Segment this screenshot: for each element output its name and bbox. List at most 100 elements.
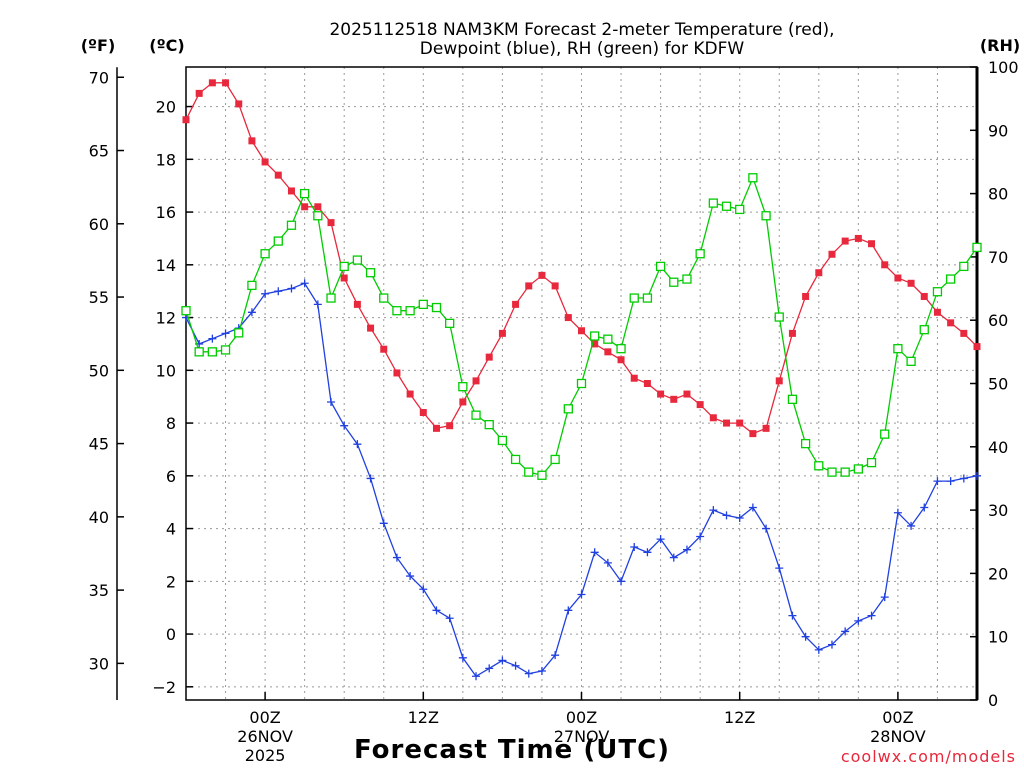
- data-point: [220, 345, 231, 355]
- data-point: [643, 548, 652, 557]
- data-point: [642, 293, 653, 303]
- rh-tick-label: 90: [988, 121, 1008, 140]
- rh-unit-label: (RH): [980, 36, 1020, 55]
- data-point: [945, 274, 956, 284]
- data-point: [775, 564, 784, 573]
- data-point: [946, 477, 955, 486]
- data-point: [208, 79, 216, 87]
- data-point: [313, 211, 323, 221]
- data-point: [840, 467, 850, 477]
- data-point: [880, 593, 889, 602]
- data-point: [959, 261, 969, 272]
- x-tick-label-date: 26NOV: [237, 727, 293, 746]
- data-point: [512, 300, 520, 308]
- data-point: [380, 345, 388, 353]
- x-tick-label-date: 28NOV: [870, 727, 926, 746]
- data-point: [287, 187, 295, 195]
- data-point: [708, 198, 718, 208]
- data-point: [696, 532, 705, 541]
- data-point: [510, 454, 521, 465]
- fahrenheit-tick-label: 60: [89, 215, 109, 234]
- data-point: [973, 343, 981, 351]
- data-point: [907, 521, 916, 530]
- series-layer: [181, 79, 982, 681]
- data-point: [419, 409, 427, 417]
- fahrenheit-tick-label: 70: [89, 68, 109, 87]
- data-point: [854, 234, 862, 242]
- data-point: [485, 664, 494, 673]
- data-point: [497, 435, 508, 446]
- data-point: [181, 306, 191, 316]
- data-point: [524, 669, 533, 678]
- data-point: [920, 292, 928, 300]
- data-point: [379, 293, 389, 303]
- rh-tick-label: 30: [988, 501, 1008, 520]
- data-point: [564, 314, 572, 322]
- x-tick-label-time: 00Z: [882, 708, 913, 727]
- celsius-unit-label: (ºC): [149, 36, 184, 55]
- data-point: [736, 419, 744, 427]
- data-point: [379, 519, 388, 528]
- data-point: [683, 390, 691, 398]
- data-point: [352, 255, 363, 265]
- data-point: [208, 334, 217, 343]
- data-point: [815, 269, 823, 277]
- data-point: [445, 318, 455, 329]
- data-point: [458, 653, 467, 662]
- data-point: [406, 390, 414, 398]
- x-tick-label-date: 27NOV: [554, 727, 610, 746]
- data-point: [868, 240, 876, 248]
- rh-tick-label: 40: [988, 438, 1008, 457]
- x-tick-label-time: 12Z: [408, 708, 439, 727]
- data-point: [182, 116, 190, 124]
- data-point: [432, 424, 440, 432]
- data-point: [630, 543, 639, 552]
- data-point: [564, 606, 573, 615]
- data-point: [603, 334, 613, 344]
- data-point: [406, 572, 415, 581]
- data-point: [617, 356, 625, 364]
- data-point: [524, 467, 534, 477]
- celsius-tick-label: 12: [156, 309, 176, 328]
- series-dewpoint: [182, 279, 981, 681]
- data-point: [761, 211, 771, 221]
- data-point: [432, 606, 441, 615]
- data-point: [748, 503, 757, 512]
- data-point: [327, 219, 335, 227]
- data-point: [775, 377, 783, 385]
- data-point: [919, 325, 929, 335]
- data-point: [365, 268, 376, 278]
- data-point: [802, 292, 810, 300]
- data-point: [286, 220, 297, 230]
- data-point: [458, 382, 468, 392]
- data-point: [234, 328, 244, 338]
- data-point: [445, 614, 454, 623]
- data-point: [723, 419, 731, 427]
- data-point: [762, 524, 771, 533]
- data-point: [657, 390, 665, 398]
- rh-tick-label: 60: [988, 311, 1008, 330]
- rh-tick-label: 10: [988, 628, 1008, 647]
- data-point: [327, 397, 336, 406]
- data-point: [960, 329, 968, 337]
- data-point: [735, 514, 744, 523]
- data-point: [578, 327, 585, 335]
- celsius-tick-label: 18: [156, 150, 176, 169]
- data-point: [537, 666, 546, 675]
- chart-title-line1: 2025112518 NAM3KM Forecast 2-meter Tempe…: [329, 20, 834, 40]
- data-point: [670, 395, 678, 403]
- series-rh: [181, 173, 982, 480]
- fahrenheit-unit-label: (ºF): [81, 36, 116, 55]
- celsius-tick-label: −2: [152, 678, 176, 697]
- data-point: [498, 329, 506, 337]
- data-point: [576, 378, 587, 389]
- data-point: [933, 477, 942, 486]
- data-point: [617, 577, 626, 586]
- data-point: [261, 289, 270, 298]
- data-point: [222, 79, 230, 87]
- data-point: [340, 421, 349, 430]
- data-point: [392, 553, 401, 562]
- data-point: [194, 347, 204, 357]
- data-point: [525, 282, 533, 290]
